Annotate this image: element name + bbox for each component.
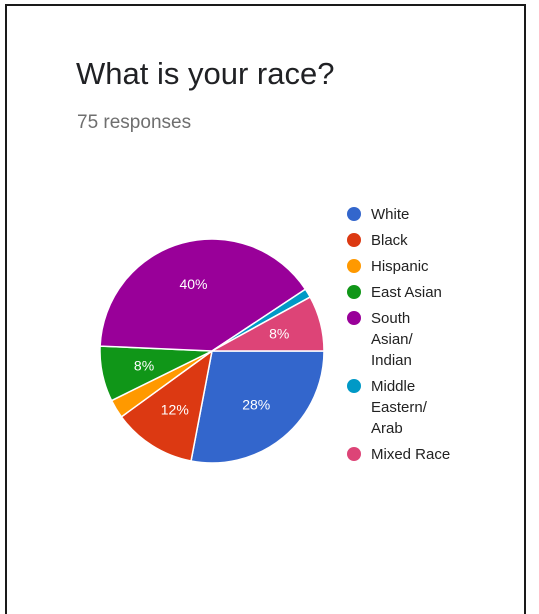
legend-item-south-asian-indian[interactable]: South Asian/Indian [347, 308, 517, 371]
legend-label: South Asian/Indian [371, 310, 413, 369]
legend-swatch [347, 379, 361, 393]
slice-label-mixed-race: 8% [269, 326, 289, 342]
chart-legend: White Black Hispanic East Asian South Asian/I… [347, 204, 517, 470]
pie-slice-mixed-race[interactable] [211, 296, 325, 352]
legend-label: Black [371, 232, 408, 249]
legend-swatch [347, 259, 361, 273]
legend-swatch [347, 285, 361, 299]
response-count: 75 responses [77, 112, 192, 133]
slice-label-south-asian-indian: 40% [179, 276, 207, 292]
legend-label: Mixed Race [371, 446, 451, 463]
legend-item-white[interactable]: White [347, 204, 517, 225]
chart-card: What is your race? 75 responses 28% 12% 8%… [5, 4, 526, 614]
slice-label-black: 12% [161, 402, 189, 418]
legend-item-black[interactable]: Black [347, 230, 517, 251]
pie-slice-white[interactable] [190, 350, 325, 464]
legend-item-middle-eastern-arab[interactable]: Middle Eastern/Arab [347, 376, 517, 439]
legend-label: Middle Eastern/Arab [371, 378, 427, 437]
legend-swatch [347, 207, 361, 221]
legend-item-hispanic[interactable]: Hispanic [347, 256, 517, 277]
legend-swatch [347, 233, 361, 247]
legend-item-east-asian[interactable]: East Asian [347, 282, 517, 303]
question-title: What is your race? [76, 56, 335, 91]
legend-label: White [371, 206, 410, 223]
pie-slice-black[interactable] [120, 349, 214, 462]
legend-item-mixed-race[interactable]: Mixed Race [347, 444, 517, 465]
legend-label: Hispanic [371, 258, 429, 275]
pie-chart: 28% 12% 8% 40% 8% [99, 238, 325, 464]
slice-label-white: 28% [242, 397, 270, 413]
legend-swatch [347, 311, 361, 325]
legend-label: East Asian [371, 284, 442, 301]
slice-label-east-asian: 8% [134, 357, 154, 373]
legend-swatch [347, 447, 361, 461]
